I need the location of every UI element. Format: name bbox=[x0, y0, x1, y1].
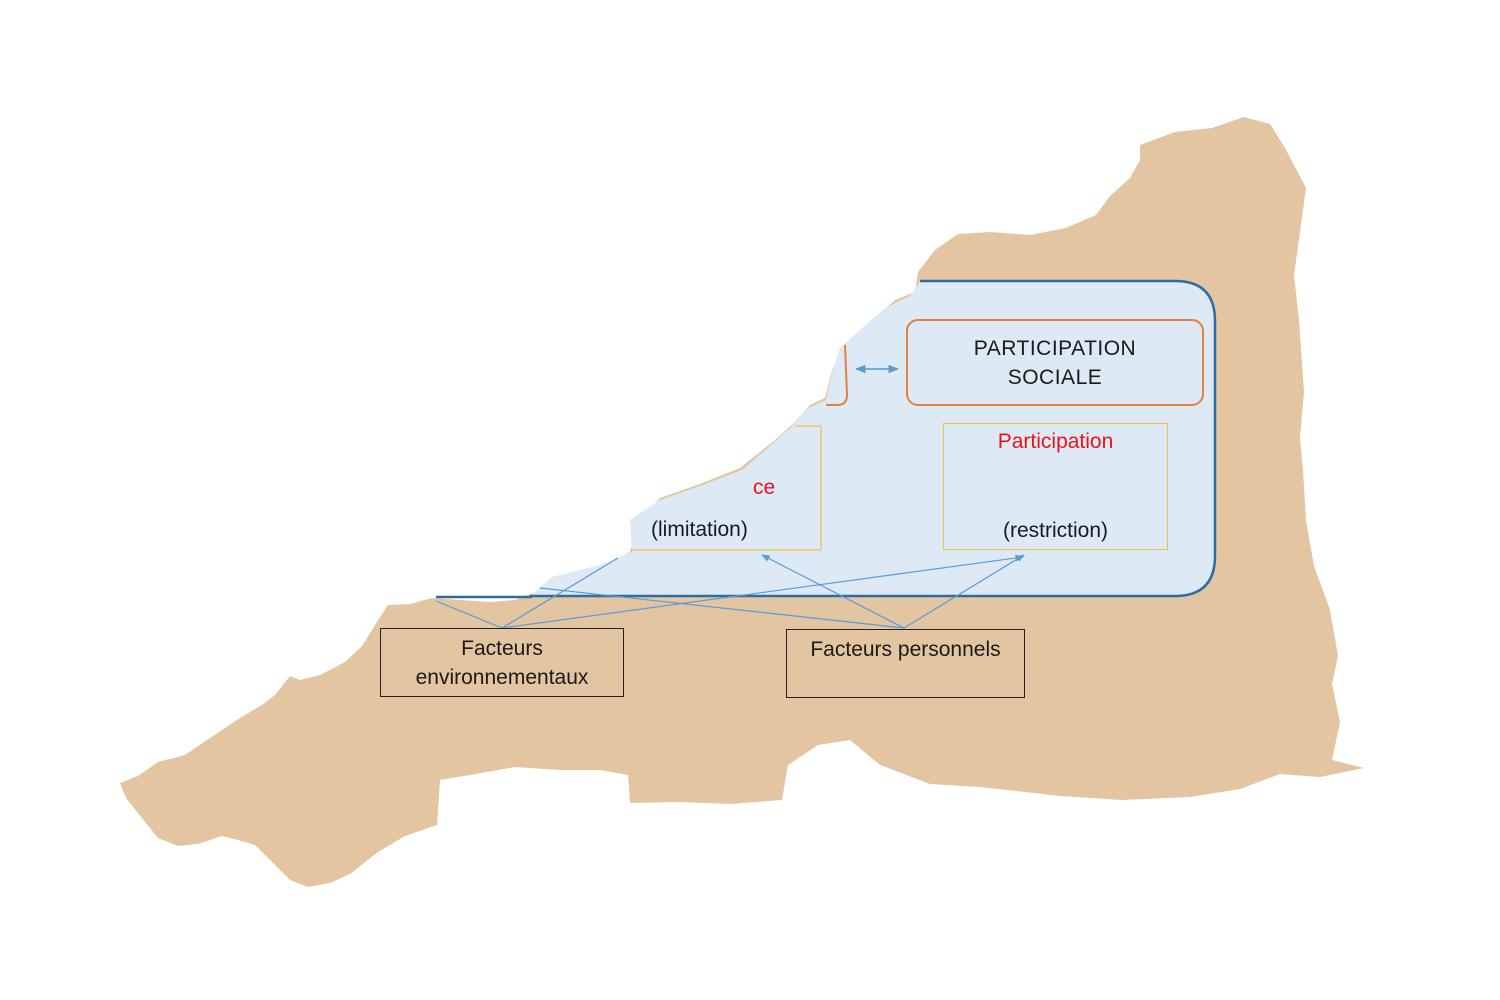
connector-env-to-participation bbox=[501, 554, 1024, 629]
activity-level-subtitle: (limitation) bbox=[651, 518, 748, 541]
personal-factors-box: Facteurs personnels bbox=[786, 629, 1025, 698]
social-participation-line1: PARTICIPATION bbox=[973, 336, 1137, 360]
environmental-factors-box: Facteurs environnementaux bbox=[380, 628, 624, 697]
personal-factors-label: Facteurs personnels bbox=[810, 638, 1001, 661]
panel-border bbox=[530, 279, 1217, 598]
connector-personal-to-participation bbox=[903, 554, 1025, 629]
participation-level-subtitle: (restriction) bbox=[1002, 519, 1108, 542]
activity-level-title-fragment: ce bbox=[753, 476, 776, 499]
connector-personal-to-activity bbox=[761, 554, 905, 629]
ability-domain-box-fragment bbox=[826, 344, 849, 406]
environmental-factors-line1: Facteurs bbox=[461, 637, 543, 660]
connector-env-to-left bbox=[435, 600, 503, 629]
life-habits-panel bbox=[530, 281, 1215, 596]
ability-level-box-fragment bbox=[630, 425, 822, 551]
social-participation-line2: SOCIALE bbox=[1007, 365, 1103, 389]
participation-level-box: Participation (restriction) bbox=[943, 423, 1168, 550]
connector-personal-to-left bbox=[539, 587, 905, 629]
environmental-factors-line2: environnementaux bbox=[415, 666, 589, 689]
connector-env-to-activity bbox=[501, 557, 619, 629]
social-participation-box: PARTICIPATION SOCIALE bbox=[906, 319, 1204, 406]
participation-level-title: Participation bbox=[997, 430, 1114, 453]
